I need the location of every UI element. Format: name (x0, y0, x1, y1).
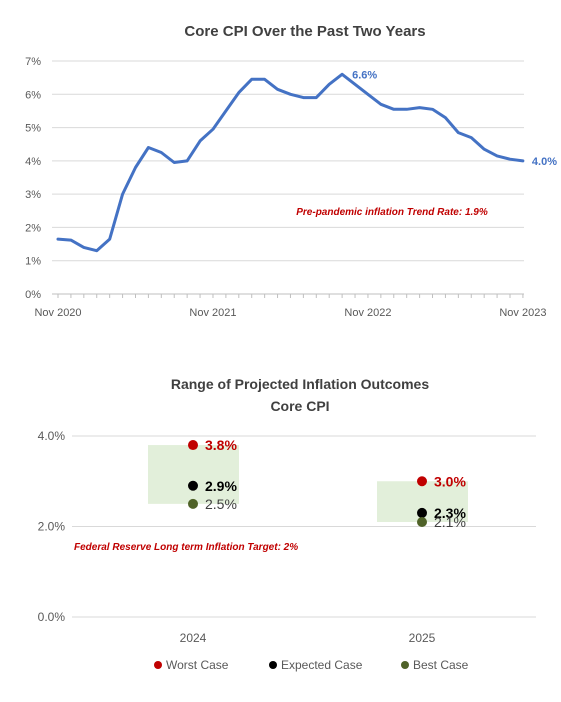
chart1-x-tick: Nov 2020 (34, 307, 81, 319)
chart1-point-labels: 6.6% 4.0% (352, 69, 557, 168)
chart1-x-axis: Nov 2020 Nov 2021 Nov 2022 Nov 2023 (34, 293, 546, 319)
chart1-x-tick: Nov 2023 (499, 307, 546, 319)
point-best-case-2025 (417, 516, 427, 527)
point-expected-case-2025 (417, 507, 427, 518)
chart2-x-tick: 2024 (180, 631, 207, 645)
chart2-x-tick: 2025 (409, 631, 436, 645)
chart1-y-tick: 6% (25, 89, 41, 101)
chart1-gridlines (52, 60, 524, 262)
chart1-title: Core CPI Over the Past Two Years (184, 23, 425, 40)
chart1-y-tick: 3% (25, 189, 41, 201)
legend-label: Worst Case (166, 658, 229, 672)
chart1-x-tick: Nov 2021 (189, 307, 236, 319)
chart2-y-tick: 4.0% (38, 429, 66, 443)
legend-marker (401, 661, 409, 669)
point-label-best-case-2024: 2.5% (205, 496, 237, 512)
chart2-y-tick: 0.0% (38, 610, 66, 624)
point-label-worst-case-2025: 3.0% (434, 473, 466, 489)
chart1-y-tick: 5% (25, 123, 41, 135)
projected-inflation-chart: Range of Projected Inflation Outcomes Co… (38, 376, 536, 672)
chart1-y-tick: 4% (25, 156, 41, 168)
chart1-y-axis: 0% 1% 2% 3% 4% 5% 6% 7% (25, 56, 41, 301)
chart1-y-tick: 1% (25, 256, 41, 268)
chart2-x-axis: 2024 2025 (180, 631, 436, 645)
peak-value-label: 6.6% (352, 69, 377, 81)
chart2-points: 3.8% 3.0% 2.9% 2.3% 2.5% 2.1% (188, 437, 466, 530)
point-label-worst-case-2024: 3.8% (205, 437, 237, 453)
latest-value-label: 4.0% (532, 156, 557, 168)
chart2-legend: Worst Case Expected Case Best Case (154, 658, 469, 672)
legend-marker (269, 661, 277, 669)
chart2-y-tick: 2.0% (38, 520, 66, 534)
core-cpi-line-chart: Core CPI Over the Past Two Years 0% 1% 2% 3… (25, 23, 557, 319)
point-label-expected-case-2024: 2.9% (205, 478, 237, 494)
chart2-title-line2: Core CPI (270, 398, 329, 414)
range-box-2024 (148, 445, 239, 504)
chart1-y-tick: 0% (25, 289, 41, 301)
trend-rate-annotation: Pre-pandemic inflation Trend Rate: 1.9% (296, 207, 488, 218)
legend-label: Best Case (413, 658, 469, 672)
chart2-y-axis: 0.0% 2.0% 4.0% (38, 429, 66, 624)
chart2-gridlines (72, 435, 536, 618)
point-label-best-case-2025: 2.1% (434, 514, 466, 530)
point-best-case-2024 (188, 498, 198, 509)
point-worst-case-2024 (188, 440, 198, 451)
point-expected-case-2024 (188, 480, 198, 491)
chart1-y-tick: 2% (25, 222, 41, 234)
point-label-expected-case-2025: 2.3% (434, 505, 466, 521)
chart1-y-tick: 7% (25, 56, 41, 68)
chart1-series (56, 72, 525, 253)
chart2-title-line1: Range of Projected Inflation Outcomes (171, 376, 429, 392)
legend-label: Expected Case (281, 658, 363, 672)
core-cpi-line (56, 72, 525, 253)
chart2-ranges (148, 445, 468, 522)
fed-target-annotation: Federal Reserve Long term Inflation Targ… (74, 542, 298, 553)
legend-marker (154, 661, 162, 669)
point-worst-case-2025 (417, 476, 427, 487)
chart1-x-tick: Nov 2022 (344, 307, 391, 319)
